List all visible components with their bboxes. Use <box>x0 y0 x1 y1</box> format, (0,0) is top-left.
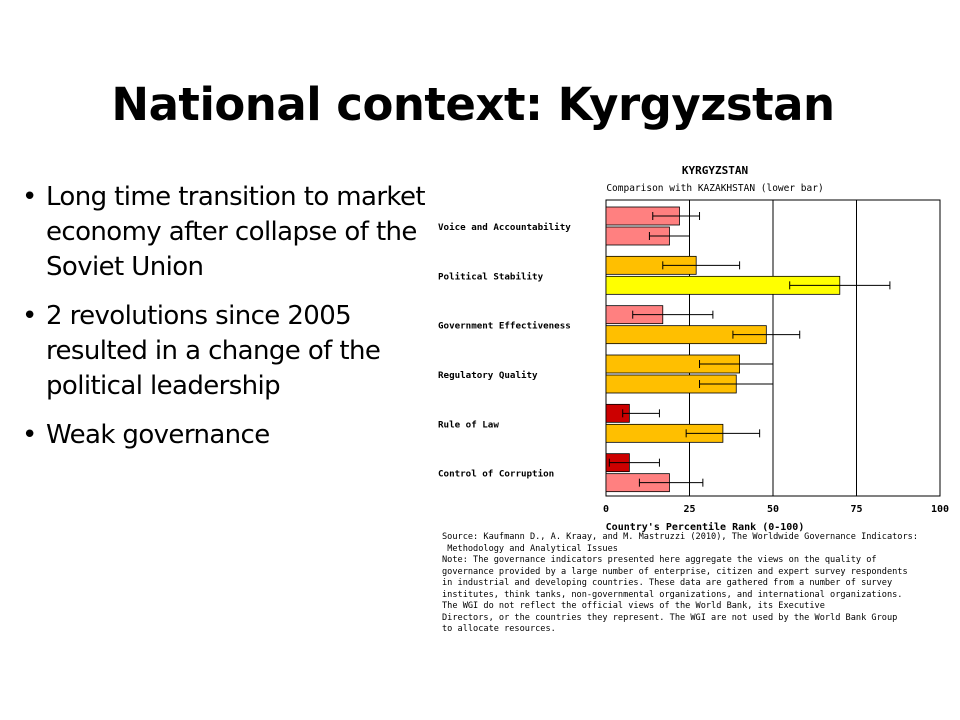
x-tick-label: 0 <box>603 504 609 515</box>
bullet-item: 2 revolutions since 2005 resulted in a c… <box>22 299 432 404</box>
x-tick-label: 25 <box>683 504 695 515</box>
category-label: Voice and Accountability <box>438 222 571 233</box>
category-label: Rule of Law <box>438 419 499 430</box>
category-label: Regulatory Quality <box>438 370 538 381</box>
x-tick-label: 100 <box>931 504 949 515</box>
chart-subtitle: Comparison with KAZAKHSTAN (lower bar) <box>606 183 823 194</box>
category-label: Control of Corruption <box>438 469 554 480</box>
x-tick-label: 50 <box>767 504 779 515</box>
governance-chart-svg: KYRGYZSTAN Comparison with KAZAKHSTAN (l… <box>438 164 949 533</box>
category-label: Government Effectiveness <box>438 321 571 332</box>
chart-note: Note: The governance indicators presente… <box>442 555 908 634</box>
governance-chart: KYRGYZSTAN Comparison with KAZAKHSTAN (l… <box>430 158 960 658</box>
x-axis-label: Country's Percentile Rank (0-100) <box>606 521 805 533</box>
bullet-item: Long time transition to market economy a… <box>22 180 432 285</box>
chart-title: KYRGYZSTAN <box>682 164 748 177</box>
plot-area: 0 25 50 75 100 Voice and Accountability Politi… <box>438 199 949 515</box>
x-tick-label: 75 <box>850 504 862 515</box>
slide-title: National context: Kyrgyzstan <box>111 78 835 131</box>
category-label: Political Stability <box>438 271 544 282</box>
bullet-list: Long time transition to market economy a… <box>22 180 432 467</box>
bullet-item: Weak governance <box>22 418 432 453</box>
chart-source: Source: Kaufmann D., A. Kraay, and M. Ma… <box>442 532 918 554</box>
chart-footnote: Source: Kaufmann D., A. Kraay, and M. Ma… <box>442 532 960 636</box>
